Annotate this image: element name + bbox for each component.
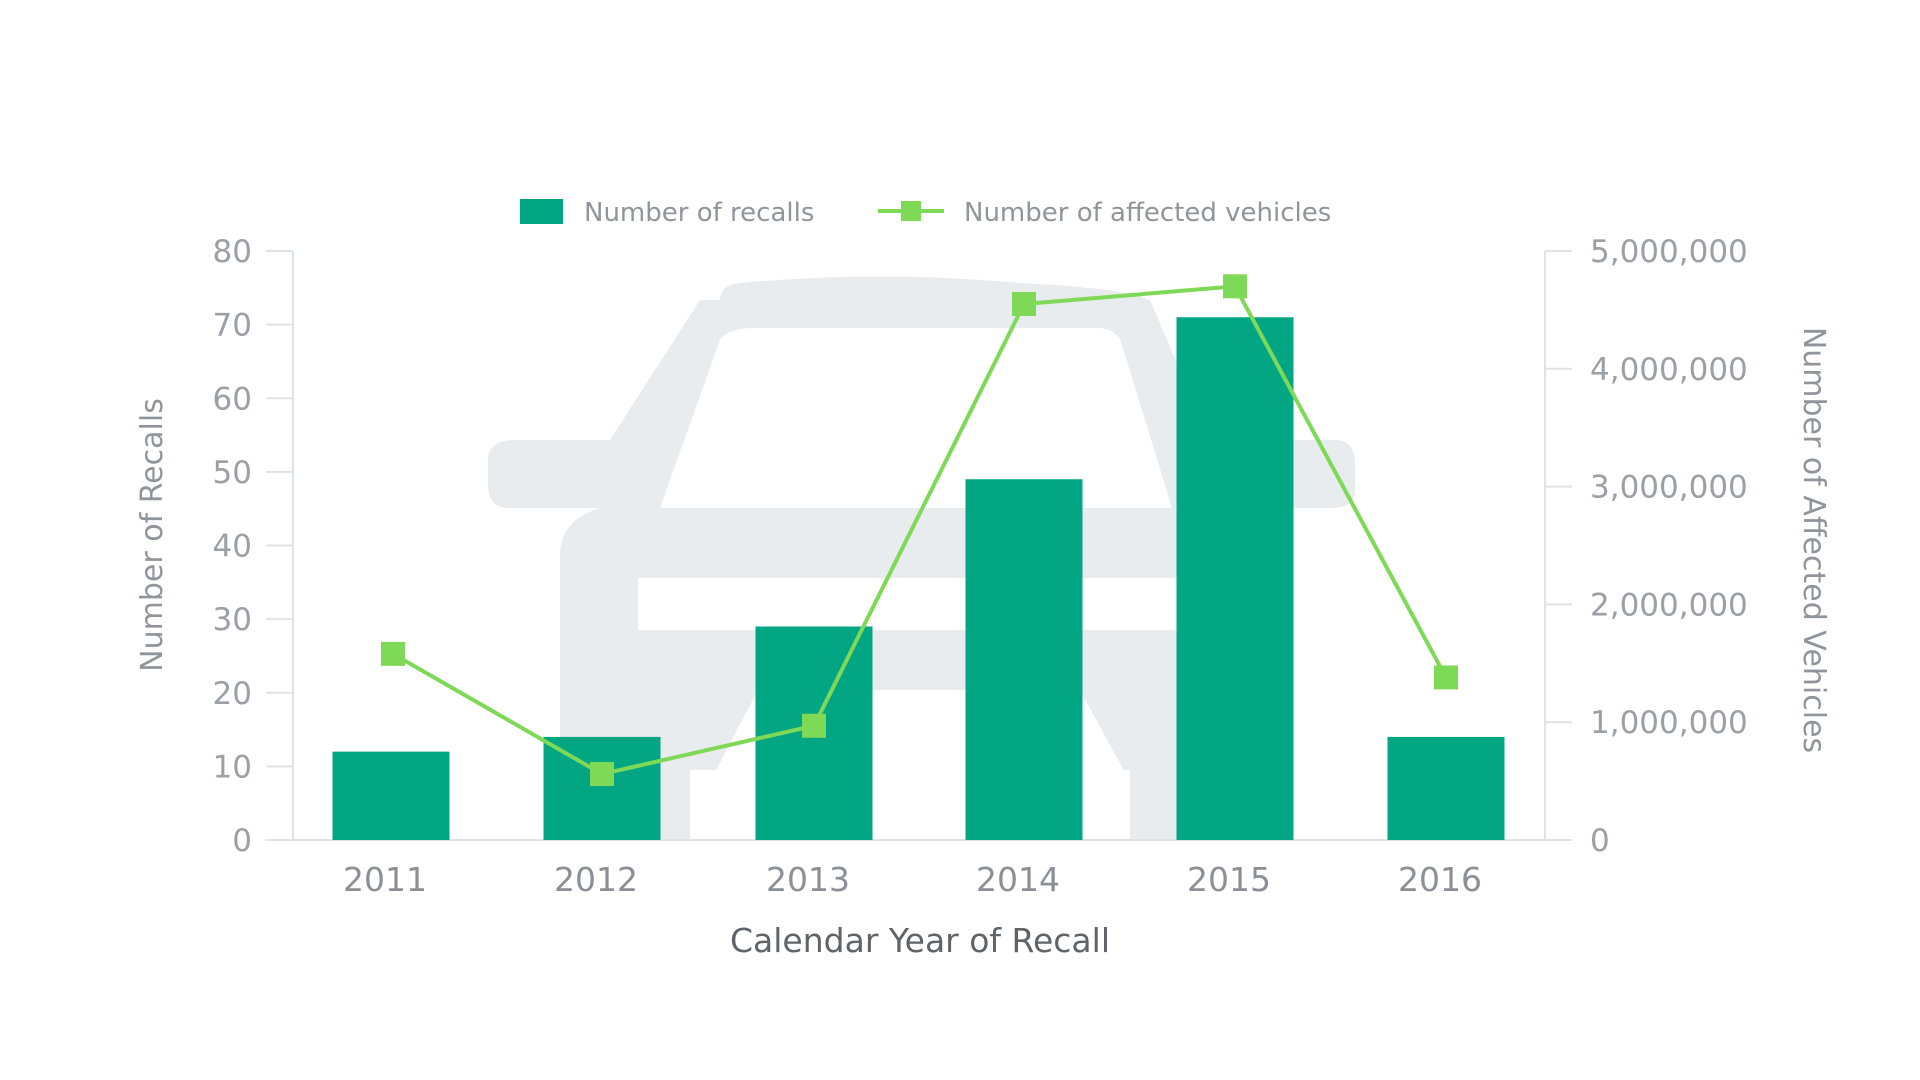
- left-tick-label: 60: [213, 381, 252, 417]
- x-tick-label: 2015: [1187, 860, 1271, 899]
- left-tick-label: 30: [213, 602, 252, 638]
- car-cutouts: [638, 328, 1223, 778]
- marker-2013: [802, 713, 826, 738]
- left-tick-label: 70: [213, 308, 252, 344]
- left-tick-label: 50: [213, 455, 252, 491]
- marker-2015: [1223, 274, 1247, 299]
- affected-vehicles-line: [392, 284, 1448, 777]
- left-tick-label: 10: [213, 749, 252, 785]
- x-tick-label: 2014: [976, 860, 1060, 899]
- legend-line-marker: [901, 201, 921, 221]
- left-tick-label: 20: [213, 676, 252, 712]
- y-right-axis-title: Number of Affected Vehicles: [1796, 327, 1831, 753]
- x-axis-title: Calendar Year of Recall: [730, 921, 1110, 960]
- bar-2011: [332, 751, 450, 840]
- bar-2012: [543, 736, 661, 840]
- marker-2016: [1434, 665, 1458, 690]
- right-tick-label: 4,000,000: [1590, 352, 1748, 388]
- y-left-axis-title: Number of Recalls: [135, 398, 170, 672]
- x-axis-labels: 2011 2012 2013 2014 2015 2016: [343, 860, 1482, 899]
- x-tick-label: 2012: [554, 860, 638, 899]
- right-tick-label: 2,000,000: [1590, 587, 1748, 623]
- legend: Number of recalls Number of affected veh…: [520, 198, 1331, 228]
- x-tick-label: 2011: [343, 860, 427, 899]
- left-tick-label: 40: [213, 529, 252, 565]
- marker-2011: [381, 641, 405, 666]
- bar-2014: [965, 479, 1083, 840]
- right-tick-label: 1,000,000: [1590, 705, 1748, 741]
- left-tick-label: 0: [232, 823, 252, 859]
- legend-line-label: Number of affected vehicles: [964, 198, 1331, 228]
- bar-2016: [1387, 736, 1505, 840]
- x-tick-label: 2013: [766, 860, 850, 899]
- line-series-affected-vehicles: [381, 274, 1458, 787]
- left-tick-label: 80: [213, 234, 252, 270]
- marker-2014: [1012, 292, 1036, 317]
- marker-2012: [590, 762, 614, 787]
- legend-bar-swatch: [520, 199, 563, 224]
- right-tick-label: 0: [1590, 823, 1610, 859]
- bar-2015: [1176, 317, 1294, 840]
- right-tick-label: 5,000,000: [1590, 234, 1748, 270]
- legend-bar-label: Number of recalls: [584, 198, 814, 228]
- right-axis-ticks: 0 1,000,000 2,000,000 3,000,000 4,000,000 5,0…: [1545, 234, 1748, 859]
- x-tick-label: 2016: [1398, 860, 1482, 899]
- left-axis-ticks: 0 10 20 30 40 50 60 70 80: [213, 234, 293, 859]
- right-tick-label: 3,000,000: [1590, 470, 1748, 506]
